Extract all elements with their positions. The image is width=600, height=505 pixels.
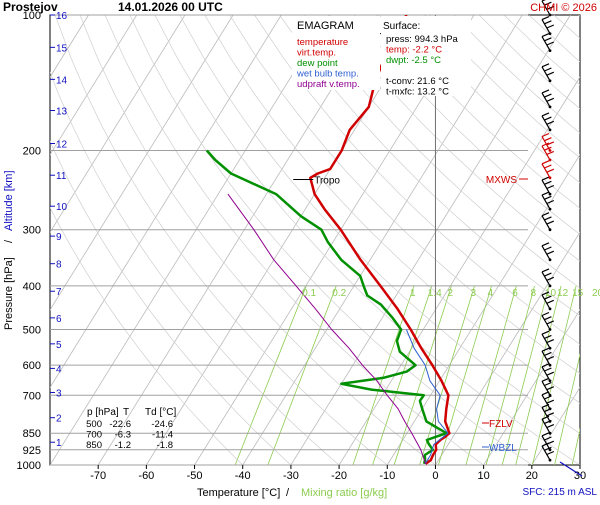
y-axis-title: Pressure [hPa] [3,257,15,330]
table-cell: -6.3 [115,430,131,441]
table-cell: -1.2 [115,440,131,451]
altitude-tick-label: 15 [56,43,68,54]
table-header: p [hPa] [87,407,119,418]
legend-item: udpraft v.temp. [297,79,360,90]
legend-item: dew point [297,58,338,69]
tropo-label: Tropo [314,175,340,186]
pressure-tick-label: 200 [23,145,41,157]
x-tick-label: -30 [283,470,299,482]
altitude-tick-label: 1 [56,438,62,449]
isotherm-line [580,15,600,465]
altitude-tick-label: 16 [56,11,68,22]
table-cell: -22.6 [109,419,131,430]
legend-item: virt.temp. [297,48,336,59]
table-cell: -24.6 [151,419,173,430]
mixing-ratio-label: 1 [410,288,416,299]
x-axis-title: Temperature [°C] [197,487,280,499]
mixing-ratio-label: 3 [471,288,477,299]
surface-row: temp: -2.2 °C [386,45,442,56]
altitude-tick-label: 10 [56,202,68,213]
pressure-tick-label: 1000 [17,460,41,472]
y-axis-title-sep: / [3,239,15,243]
pressure-tick-label: 850 [23,428,41,440]
station-name: Prostejov [3,0,58,14]
table-header: Td [°C] [145,407,176,418]
datetime: 14.01.2026 00 UTC [118,0,223,14]
altitude-tick-label: 7 [56,287,62,298]
x-tick-label: 0 [432,470,438,482]
altitude-tick-label: 4 [56,364,62,375]
x-tick-label: -70 [90,470,106,482]
altitude-tick-label: 2 [56,414,62,425]
pressure-tick-label: 500 [23,325,41,337]
x-axis-title-sep: / [286,487,290,499]
altitude-tick-label: 3 [56,388,62,399]
x-tick-label: -40 [235,470,251,482]
mixing-ratio-label: 12 [557,288,569,299]
y-axis-title-altitude: Altitude [km] [3,170,15,231]
pressure-tick-label: 300 [23,225,41,237]
altitude-tick-label: 8 [56,260,62,271]
altitude-tick-label: 11 [56,171,67,182]
altitude-tick-label: 14 [56,75,68,86]
pressure-tick-label: 400 [23,281,41,293]
surface-title: Surface: [383,21,420,32]
altitude-tick-label: 6 [56,314,62,325]
altitude-tick-label: 9 [56,232,62,243]
mixing-ratio-label: 2 [447,288,453,299]
wbzl-label: WBZL [489,443,517,454]
pressure-tick-label: 700 [23,390,41,402]
fzlv-label: FZLV [489,419,513,430]
surface-row: press: 994.3 hPa [386,34,459,45]
mixing-ratio-label: 1.4 [428,288,442,299]
table-cell: -1.8 [157,440,173,451]
legend-item: temperature [297,37,348,48]
table-cell: -11.4 [152,430,173,441]
mixing-ratio-label: 0.2 [332,288,346,299]
mixing-ratio-label: 15 [572,288,584,299]
copyright: CHMI © 2026 [530,2,597,14]
pressure-tick-label: 600 [23,360,41,372]
x-tick-label: -10 [379,470,395,482]
sfc-label: SFC: 215 m ASL [523,487,598,498]
altitude-tick-label: 13 [56,106,68,117]
table-cell: 850 [86,440,102,451]
surface-row: t-conv: 21.6 °C [386,76,449,87]
table-cell: 700 [86,430,102,441]
pressure-tick-label: 925 [23,445,41,457]
x-tick-label: -60 [138,470,154,482]
x-tick-label: 10 [478,470,490,482]
table-cell: 500 [86,419,102,430]
x-tick-label: -20 [331,470,347,482]
mixing-ratio-label: 6 [512,288,518,299]
x-axis-title-mixing: Mixing ratio [g/kg] [301,487,387,499]
x-tick-label: -50 [187,470,203,482]
mixing-ratio-label: 0.1 [302,288,316,299]
mixing-ratio-label: 8 [531,288,537,299]
surface-row: dwpt: -2.5 °C [386,55,441,66]
legend-title: EMAGRAM [297,20,354,32]
x-tick-label: 20 [526,470,538,482]
legend-item: wet bulb temp. [296,69,359,80]
mixing-ratio-label: 20 [592,288,600,299]
mixing-ratio-label: 4 [487,288,493,299]
altitude-tick-label: 5 [56,340,62,351]
table-header: T [123,407,129,418]
altitude-tick-label: 12 [56,140,68,151]
dry-adiabat-line [579,15,600,465]
surface-row: t-mxfc: 13.2 °C [386,87,449,98]
mxws-label: MXWS [486,175,517,186]
